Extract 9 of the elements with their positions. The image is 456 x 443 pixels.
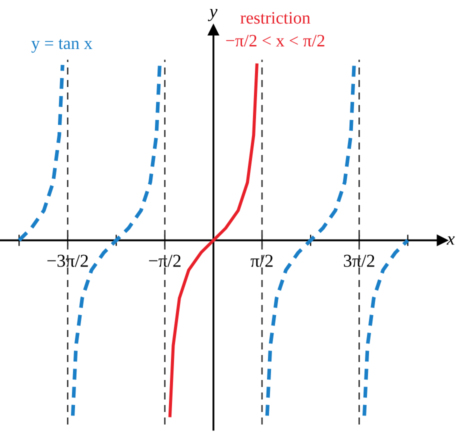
x-tick-label: π/2 xyxy=(250,254,273,267)
y-axis-title: y xyxy=(208,8,218,22)
x-axis-title: x xyxy=(446,236,455,245)
x-tick-label: −π/2 xyxy=(149,254,181,267)
series-label: y = tan x xyxy=(31,39,92,53)
x-tick-label: 3π/2 xyxy=(344,254,374,267)
x-tick-label: −3π/2 xyxy=(47,254,88,267)
text: restriction xyxy=(240,12,310,24)
text: −π/2 < x < π/2 xyxy=(226,34,324,47)
